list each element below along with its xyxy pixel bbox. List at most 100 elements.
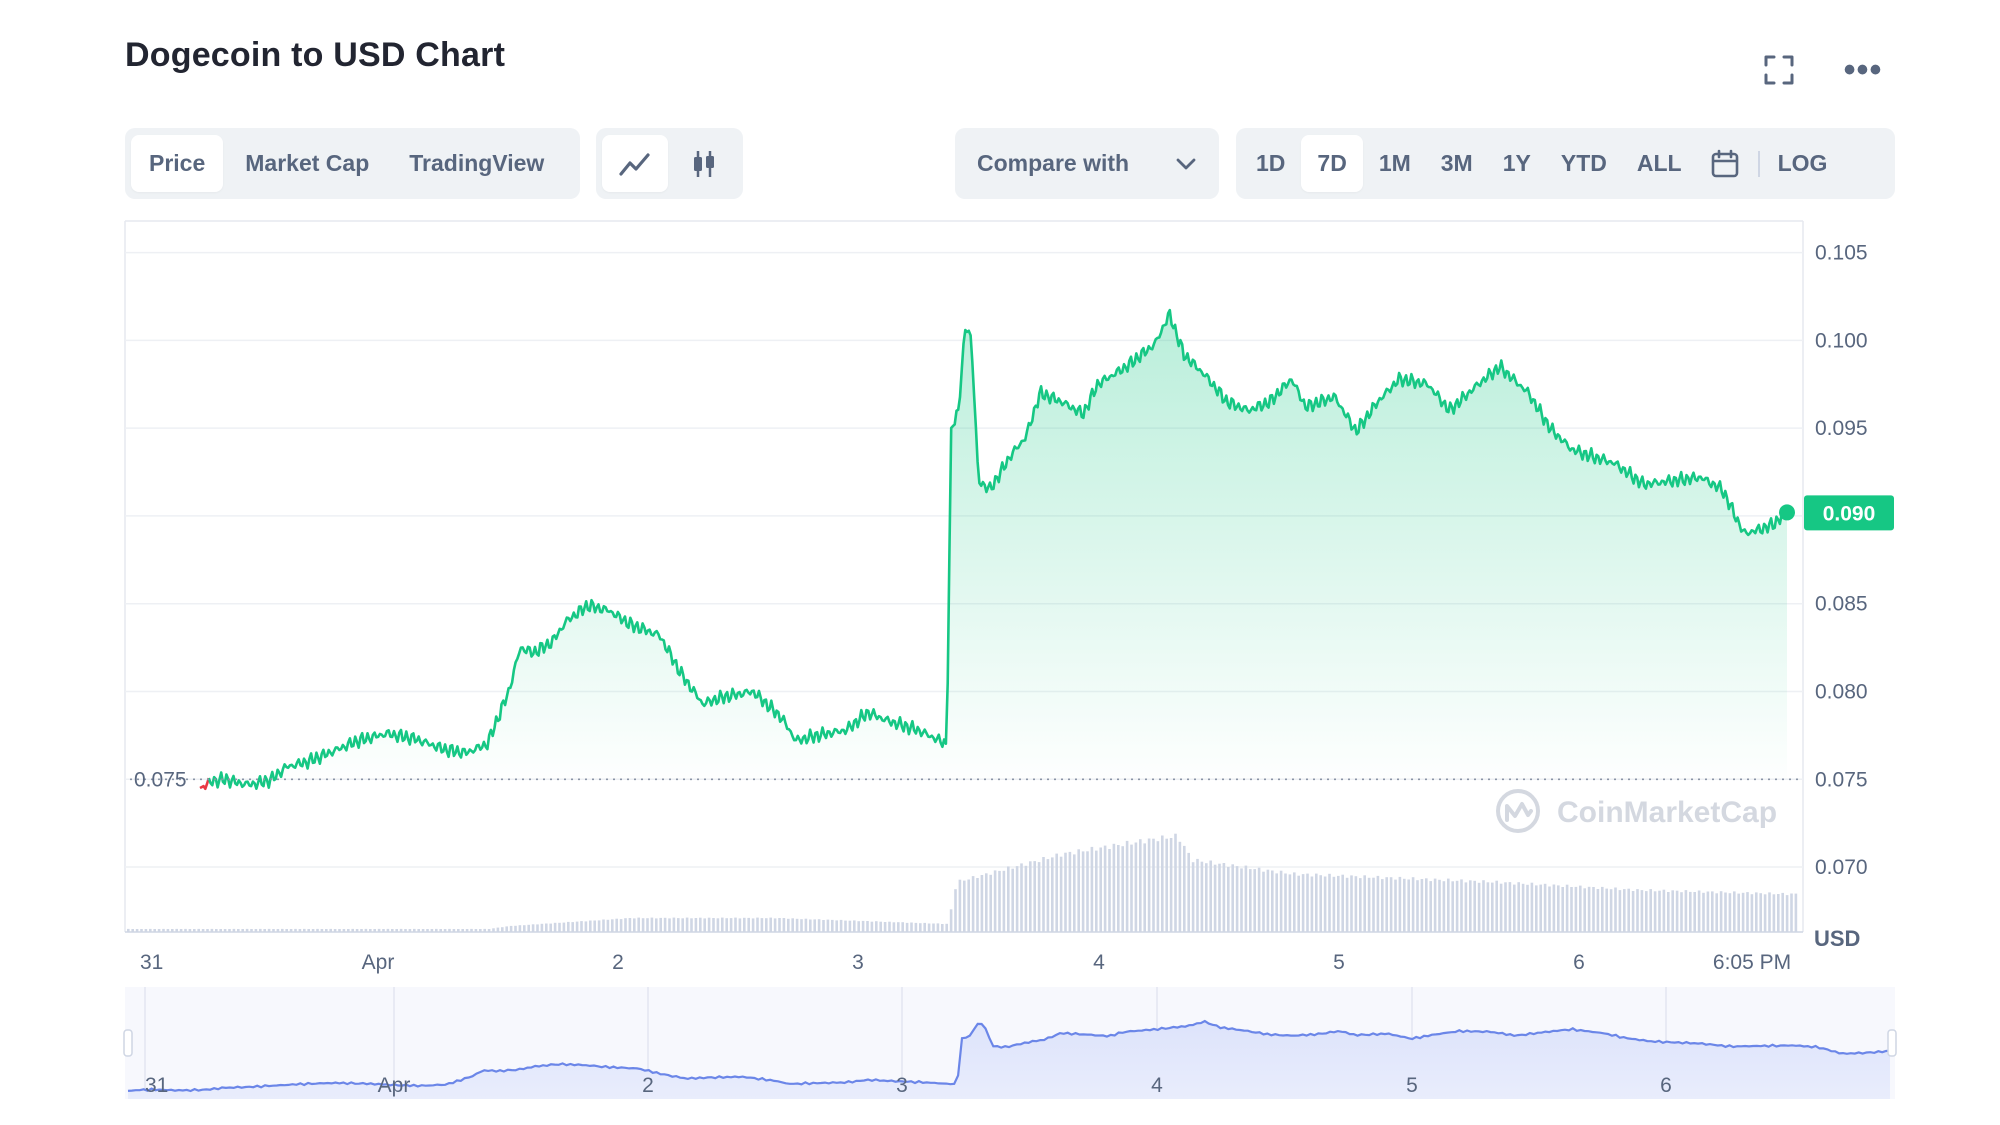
x-tick-label: 4 [1093, 951, 1105, 974]
range-3m[interactable]: 3M [1440, 150, 1473, 176]
volume-bar [474, 929, 478, 932]
volume-bar [1772, 894, 1776, 932]
more-icon[interactable]: ••• [1843, 51, 1883, 89]
volume-bar [1583, 888, 1586, 932]
volume-bar [1059, 856, 1063, 932]
volume-bar [619, 919, 623, 932]
compare-dropdown[interactable]: Compare with [955, 128, 1219, 199]
watermark-text: CoinMarketCap [1557, 796, 1777, 829]
navigator-left-handle[interactable] [123, 1029, 133, 1057]
price-line-down [199, 777, 211, 791]
x-tick-label: 6:05 PM [1713, 951, 1791, 974]
volume-bar [888, 921, 891, 932]
volume-bar [1407, 879, 1410, 932]
volume-bar [1579, 885, 1582, 932]
volume-bar [487, 929, 491, 932]
y-tick-label: 0.085 [1815, 593, 1868, 616]
volume-bar [149, 928, 152, 932]
volume-bar [584, 921, 588, 932]
volume-bar [927, 923, 931, 932]
calendar-button[interactable] [1698, 135, 1752, 192]
volume-bar [1367, 877, 1371, 932]
volume-bar [1627, 888, 1630, 932]
volume-bar [1689, 891, 1692, 932]
volume-bar [430, 929, 434, 932]
volume-bar [1565, 884, 1569, 932]
line-chart-button[interactable] [602, 135, 668, 192]
volume-bar [1130, 844, 1133, 932]
volume-bar [606, 919, 610, 932]
volume-bar [1174, 833, 1177, 932]
volume-bar [421, 929, 425, 932]
tab-market-cap[interactable]: Market Cap [245, 150, 370, 176]
volume-bar [443, 929, 447, 932]
volume-bar [1535, 885, 1538, 932]
volume-bar [892, 922, 896, 932]
log-toggle[interactable]: LOG [1777, 150, 1828, 176]
volume-bar [593, 920, 596, 932]
volume-bar [1645, 891, 1648, 932]
volume-bar [285, 929, 288, 932]
volume-bar [461, 929, 464, 932]
range-navigator[interactable]: 31 Apr 2 3 4 5 6 [123, 987, 1897, 1099]
volume-bar [545, 923, 548, 932]
tab-price[interactable]: Price [131, 135, 224, 192]
volume-bar [681, 918, 684, 932]
volume-bar [1394, 879, 1397, 932]
fullscreen-icon[interactable] [1759, 50, 1799, 90]
volume-bar [333, 929, 337, 932]
volume-bar [153, 929, 156, 932]
navigator-right-handle[interactable] [1887, 1029, 1897, 1057]
volume-bar [558, 922, 561, 932]
volume-bar [329, 928, 332, 932]
volume-bar [1249, 869, 1252, 932]
x-tick-label: 6 [1573, 951, 1585, 974]
volume-bar [523, 925, 526, 932]
volume-bar [360, 929, 363, 932]
range-all[interactable]: ALL [1636, 150, 1682, 176]
volume-bar [1359, 878, 1362, 932]
range-1d[interactable]: 1D [1256, 150, 1286, 176]
volume-bar [571, 922, 574, 932]
volume-bar [663, 917, 667, 932]
volume-bar [1011, 868, 1014, 932]
volume-bar [1768, 892, 1771, 932]
volume-bar [501, 927, 504, 932]
price-line-up [207, 308, 1788, 790]
volume-bar [949, 909, 953, 932]
volume-bar [1777, 894, 1780, 932]
volume-bar [817, 919, 821, 932]
volume-bar [1438, 879, 1441, 932]
volume-bar [655, 918, 658, 932]
tab-tradingview[interactable]: TradingView [409, 150, 545, 176]
range-1y[interactable]: 1Y [1502, 150, 1531, 176]
volume-bar [954, 889, 957, 932]
volume-bar [1086, 851, 1089, 932]
volume-bar [1398, 876, 1402, 932]
navigator-tick-label: 31 [145, 1074, 168, 1097]
volume-bar [1064, 852, 1067, 932]
navigator-tick-label: 4 [1151, 1074, 1163, 1097]
range-group: 1D 7D 1M 3M 1Y YTD ALL LOG [1236, 128, 1895, 199]
range-1m[interactable]: 1M [1378, 150, 1411, 176]
volume-bar [1570, 887, 1573, 932]
volume-bar [1495, 880, 1498, 932]
volume-bar [1790, 893, 1793, 932]
volume-bar [1081, 851, 1085, 932]
volume-bar [760, 918, 764, 932]
volume-bar [404, 929, 407, 932]
range-7d[interactable]: 7D [1301, 135, 1363, 192]
volume-bar [1693, 892, 1696, 932]
volume-bars [127, 833, 1798, 932]
x-tick-label: Apr [362, 951, 395, 974]
volume-bar [1209, 860, 1212, 932]
volume-bar [1750, 894, 1754, 932]
volume-bar [1117, 845, 1120, 932]
candlestick-button[interactable] [672, 135, 738, 192]
volume-bar [1103, 845, 1107, 932]
volume-bar [452, 929, 456, 932]
line-chart-icon [619, 152, 650, 176]
range-ytd[interactable]: YTD [1560, 150, 1607, 176]
volume-bar [1073, 854, 1076, 932]
